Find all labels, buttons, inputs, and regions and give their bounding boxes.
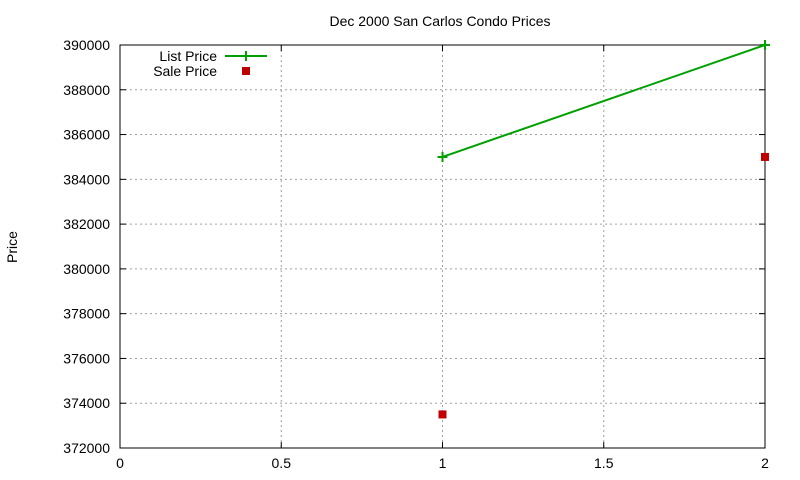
grid-lines bbox=[120, 45, 765, 448]
y-tick-label: 390000 bbox=[63, 37, 110, 53]
y-tick-label: 376000 bbox=[63, 350, 110, 366]
y-tick-label: 384000 bbox=[63, 171, 110, 187]
x-tick-label: 1.5 bbox=[594, 455, 614, 471]
chart-title: Dec 2000 San Carlos Condo Prices bbox=[329, 13, 550, 29]
y-tick-label: 372000 bbox=[63, 440, 110, 456]
y-axis-label: Price bbox=[4, 231, 20, 263]
x-tick-label: 0.5 bbox=[272, 455, 292, 471]
x-tick-label: 2 bbox=[761, 455, 769, 471]
y-tick-label: 374000 bbox=[63, 395, 110, 411]
legend-label: Sale Price bbox=[153, 63, 217, 79]
legend-label: List Price bbox=[159, 48, 217, 64]
y-tick-label: 386000 bbox=[63, 127, 110, 143]
y-tick-label: 388000 bbox=[63, 82, 110, 98]
y-tick-label: 378000 bbox=[63, 306, 110, 322]
y-tick-label: 382000 bbox=[63, 216, 110, 232]
x-tick-label: 1 bbox=[439, 455, 447, 471]
axis-ticks: 0 0.5 1 1.5 2 372000 374000 376000 378000 380000 3… bbox=[63, 37, 769, 471]
y-tick-label: 380000 bbox=[63, 261, 110, 277]
data-series bbox=[437, 40, 770, 419]
x-tick-label: 0 bbox=[116, 455, 124, 471]
